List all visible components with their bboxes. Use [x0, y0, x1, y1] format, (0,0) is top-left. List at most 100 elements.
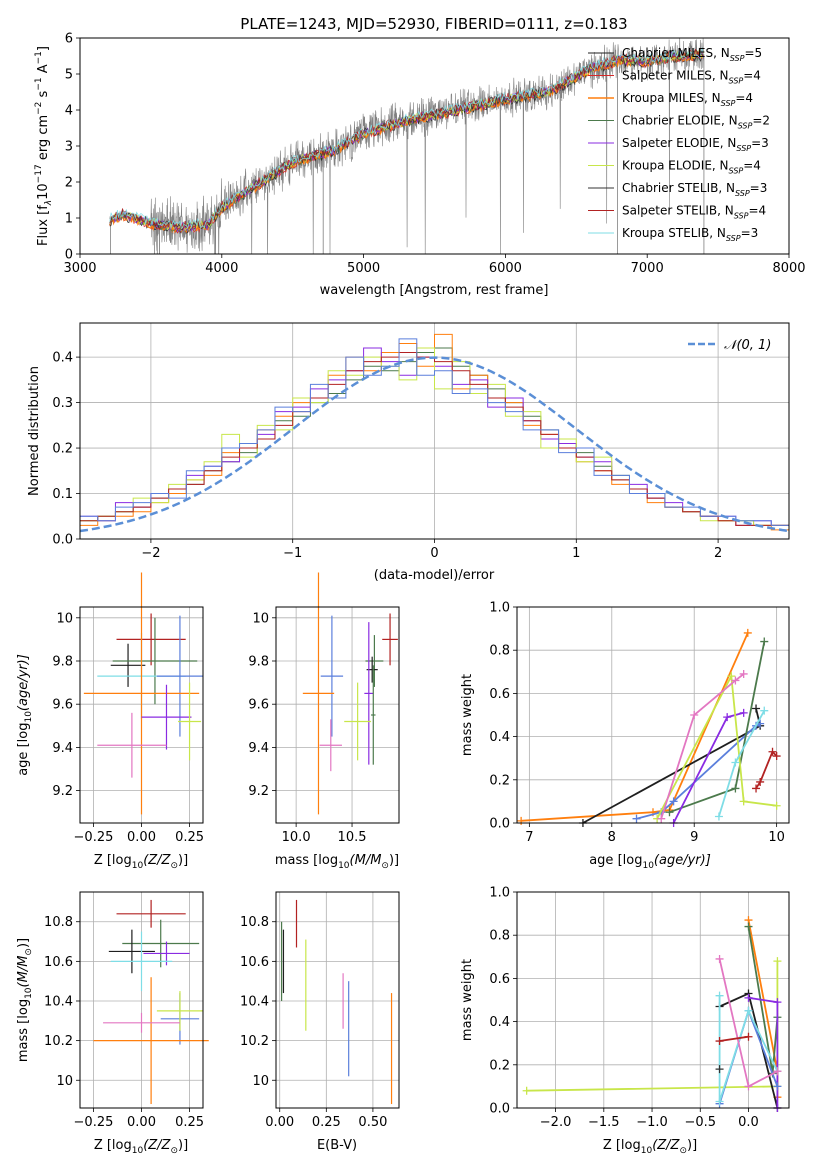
y-tick-label: 0.6: [489, 972, 510, 987]
y-tick-label: 10: [56, 1074, 73, 1089]
age-z-xlabel: Z [log10(Z/Z⊙)]: [94, 853, 188, 871]
x-tick-label: −1.0: [636, 1115, 668, 1130]
y-tick-label: 9.8: [52, 655, 73, 670]
y-tick-label: 0.8: [489, 929, 510, 944]
mass-ebv-axes-frame: [275, 891, 400, 1109]
x-tick-label: 0.00: [265, 1115, 294, 1130]
y-tick-label: 9.4: [248, 741, 269, 756]
mass-z-ylabel: mass [log10(M/M⊙)]: [16, 938, 34, 1062]
x-tick-label: −0.25: [74, 830, 114, 845]
massweight-vs-age-panel: 7 8 9 10 0.0 0.2 0.4 0.6 0.8 1.0 age [log10(age/y…: [460, 601, 790, 871]
y-tick-label: 1.0: [489, 601, 510, 616]
legend-entry: Chabrier MILES, NSSP=5: [622, 46, 762, 63]
age-mass-xlabel: mass [log10(M/M⊙)]: [275, 853, 399, 871]
legend-entry: Kroupa MILES, NSSP=4: [622, 91, 753, 108]
hist-step-salpeter-stelib: [80, 352, 789, 526]
x-tick-label: −2.0: [540, 1115, 572, 1130]
y-tick-label: 0.4: [489, 1015, 510, 1030]
y-tick-label: 0.2: [489, 1058, 510, 1073]
y-tick-label: 10.2: [240, 1034, 269, 1049]
y-tick-label: 0.0: [52, 533, 73, 548]
mass-weight-marker: [773, 1067, 782, 1076]
mass-weight-marker: [760, 706, 769, 715]
y-tick-label: 10.8: [240, 915, 269, 930]
mass-weight-marker: [727, 672, 736, 681]
mass-weight-series-line: [755, 750, 778, 789]
mass-weight-marker: [743, 628, 752, 637]
mass-weight-marker: [752, 704, 761, 713]
mass-weight-marker: [723, 713, 732, 722]
spectrum-xlabel: wavelength [Angstrom, rest frame]: [320, 283, 549, 298]
age-mass-axes-frame: [275, 606, 400, 824]
mass-weight-marker: [756, 777, 765, 786]
mass-weight-marker: [773, 998, 782, 1007]
y-tick-label: 10: [252, 611, 269, 626]
mass-weight-marker: [731, 758, 740, 767]
histogram-xlabel: (data-model)/error: [374, 568, 495, 583]
legend-entry: Salpeter STELIB, NSSP=4: [622, 204, 766, 221]
y-tick-label: 10.4: [240, 994, 269, 1009]
y-tick-label: 0.0: [489, 817, 510, 832]
x-tick-label: −0.25: [74, 1115, 114, 1130]
mw-age-ylabel: mass weight: [460, 674, 475, 756]
x-tick-label: 0.0: [738, 1115, 759, 1130]
mass-weight-marker: [744, 1006, 753, 1015]
y-tick-label: 9.6: [52, 698, 73, 713]
mass-weight-marker: [657, 814, 666, 823]
y-tick-label: 10.2: [44, 1034, 73, 1049]
y-tick-label: 0.3: [52, 396, 73, 411]
x-tick-label: 9: [690, 830, 698, 845]
y-tick-label: 2: [65, 176, 73, 191]
mass-weight-marker: [772, 752, 781, 761]
mass-weight-series-line: [719, 1035, 749, 1042]
y-tick-label: 0.0: [489, 1102, 510, 1117]
mass-weight-marker: [744, 1082, 753, 1091]
x-tick-label: 8: [608, 830, 616, 845]
legend-entry: Kroupa ELODIE, NSSP=4: [622, 159, 761, 176]
y-tick-label: 5: [65, 68, 73, 83]
x-tick-label: 7000: [631, 261, 664, 276]
y-tick-label: 9.2: [52, 784, 73, 799]
mass-weight-series-line: [656, 673, 777, 820]
y-tick-label: 0.4: [489, 730, 510, 745]
legend-entry: Kroupa STELIB, NSSP=3: [622, 226, 758, 243]
x-tick-label: 2: [714, 546, 722, 561]
mass-weight-marker: [760, 637, 769, 646]
x-tick-label: 0.50: [358, 1115, 387, 1130]
y-tick-label: 0.4: [52, 351, 73, 366]
mass-weight-marker: [772, 801, 781, 810]
y-tick-label: 10: [56, 611, 73, 626]
y-tick-label: 10.6: [44, 955, 73, 970]
mw-z-axes-frame: [516, 891, 790, 1109]
y-tick-label: 10.4: [44, 994, 73, 1009]
x-tick-label: 10: [768, 830, 785, 845]
y-tick-label: 1: [65, 212, 73, 227]
mw-age-xlabel: age [log10(age/yr)]: [589, 853, 711, 871]
y-tick-label: 6: [65, 32, 73, 47]
mw-z-xlabel: Z [log10(Z/Z⊙)]: [603, 1138, 697, 1156]
spectrum-ylabel: Flux [fλ10−17 erg cm−2 s−1 A−1]: [34, 46, 54, 246]
mass-weight-marker: [715, 1037, 724, 1046]
y-tick-label: 0.6: [489, 687, 510, 702]
spectrum-legend: Chabrier MILES, NSSP=5 Salpeter MILES, NS…: [588, 46, 770, 243]
y-tick-label: 1.0: [489, 886, 510, 901]
mw-z-ylabel: mass weight: [460, 959, 475, 1041]
mass-weight-marker: [773, 1082, 782, 1091]
histogram-legend: 𝒩(0, 1): [688, 338, 771, 353]
x-tick-label: −1.5: [588, 1115, 620, 1130]
mass-weight-marker: [669, 797, 678, 806]
y-tick-label: 10: [252, 1074, 269, 1089]
age-vs-mass-panel: 10.0 10.5 9.2 9.4 9.6 9.8 10 mass [log10(M/M⊙)…: [248, 572, 400, 871]
y-tick-label: 0.2: [52, 442, 73, 457]
x-tick-label: 5000: [347, 261, 380, 276]
mass-weight-marker: [715, 1065, 724, 1074]
mass-weight-marker: [517, 816, 526, 825]
x-tick-label: 0.25: [175, 830, 204, 845]
mass-weight-marker: [632, 814, 641, 823]
mass-vs-z-panel: −0.25 0.00 0.25 10 10.2 10.4 10.6 10.8 Z [log10…: [16, 891, 209, 1156]
legend-entry: Salpeter MILES, NSSP=4: [622, 69, 761, 86]
mass-weight-marker: [773, 957, 782, 966]
hist-step-blue: [80, 338, 789, 526]
x-tick-label: −0.5: [684, 1115, 716, 1130]
age-z-ylabel: age [log10(age/yr)]: [16, 654, 34, 776]
